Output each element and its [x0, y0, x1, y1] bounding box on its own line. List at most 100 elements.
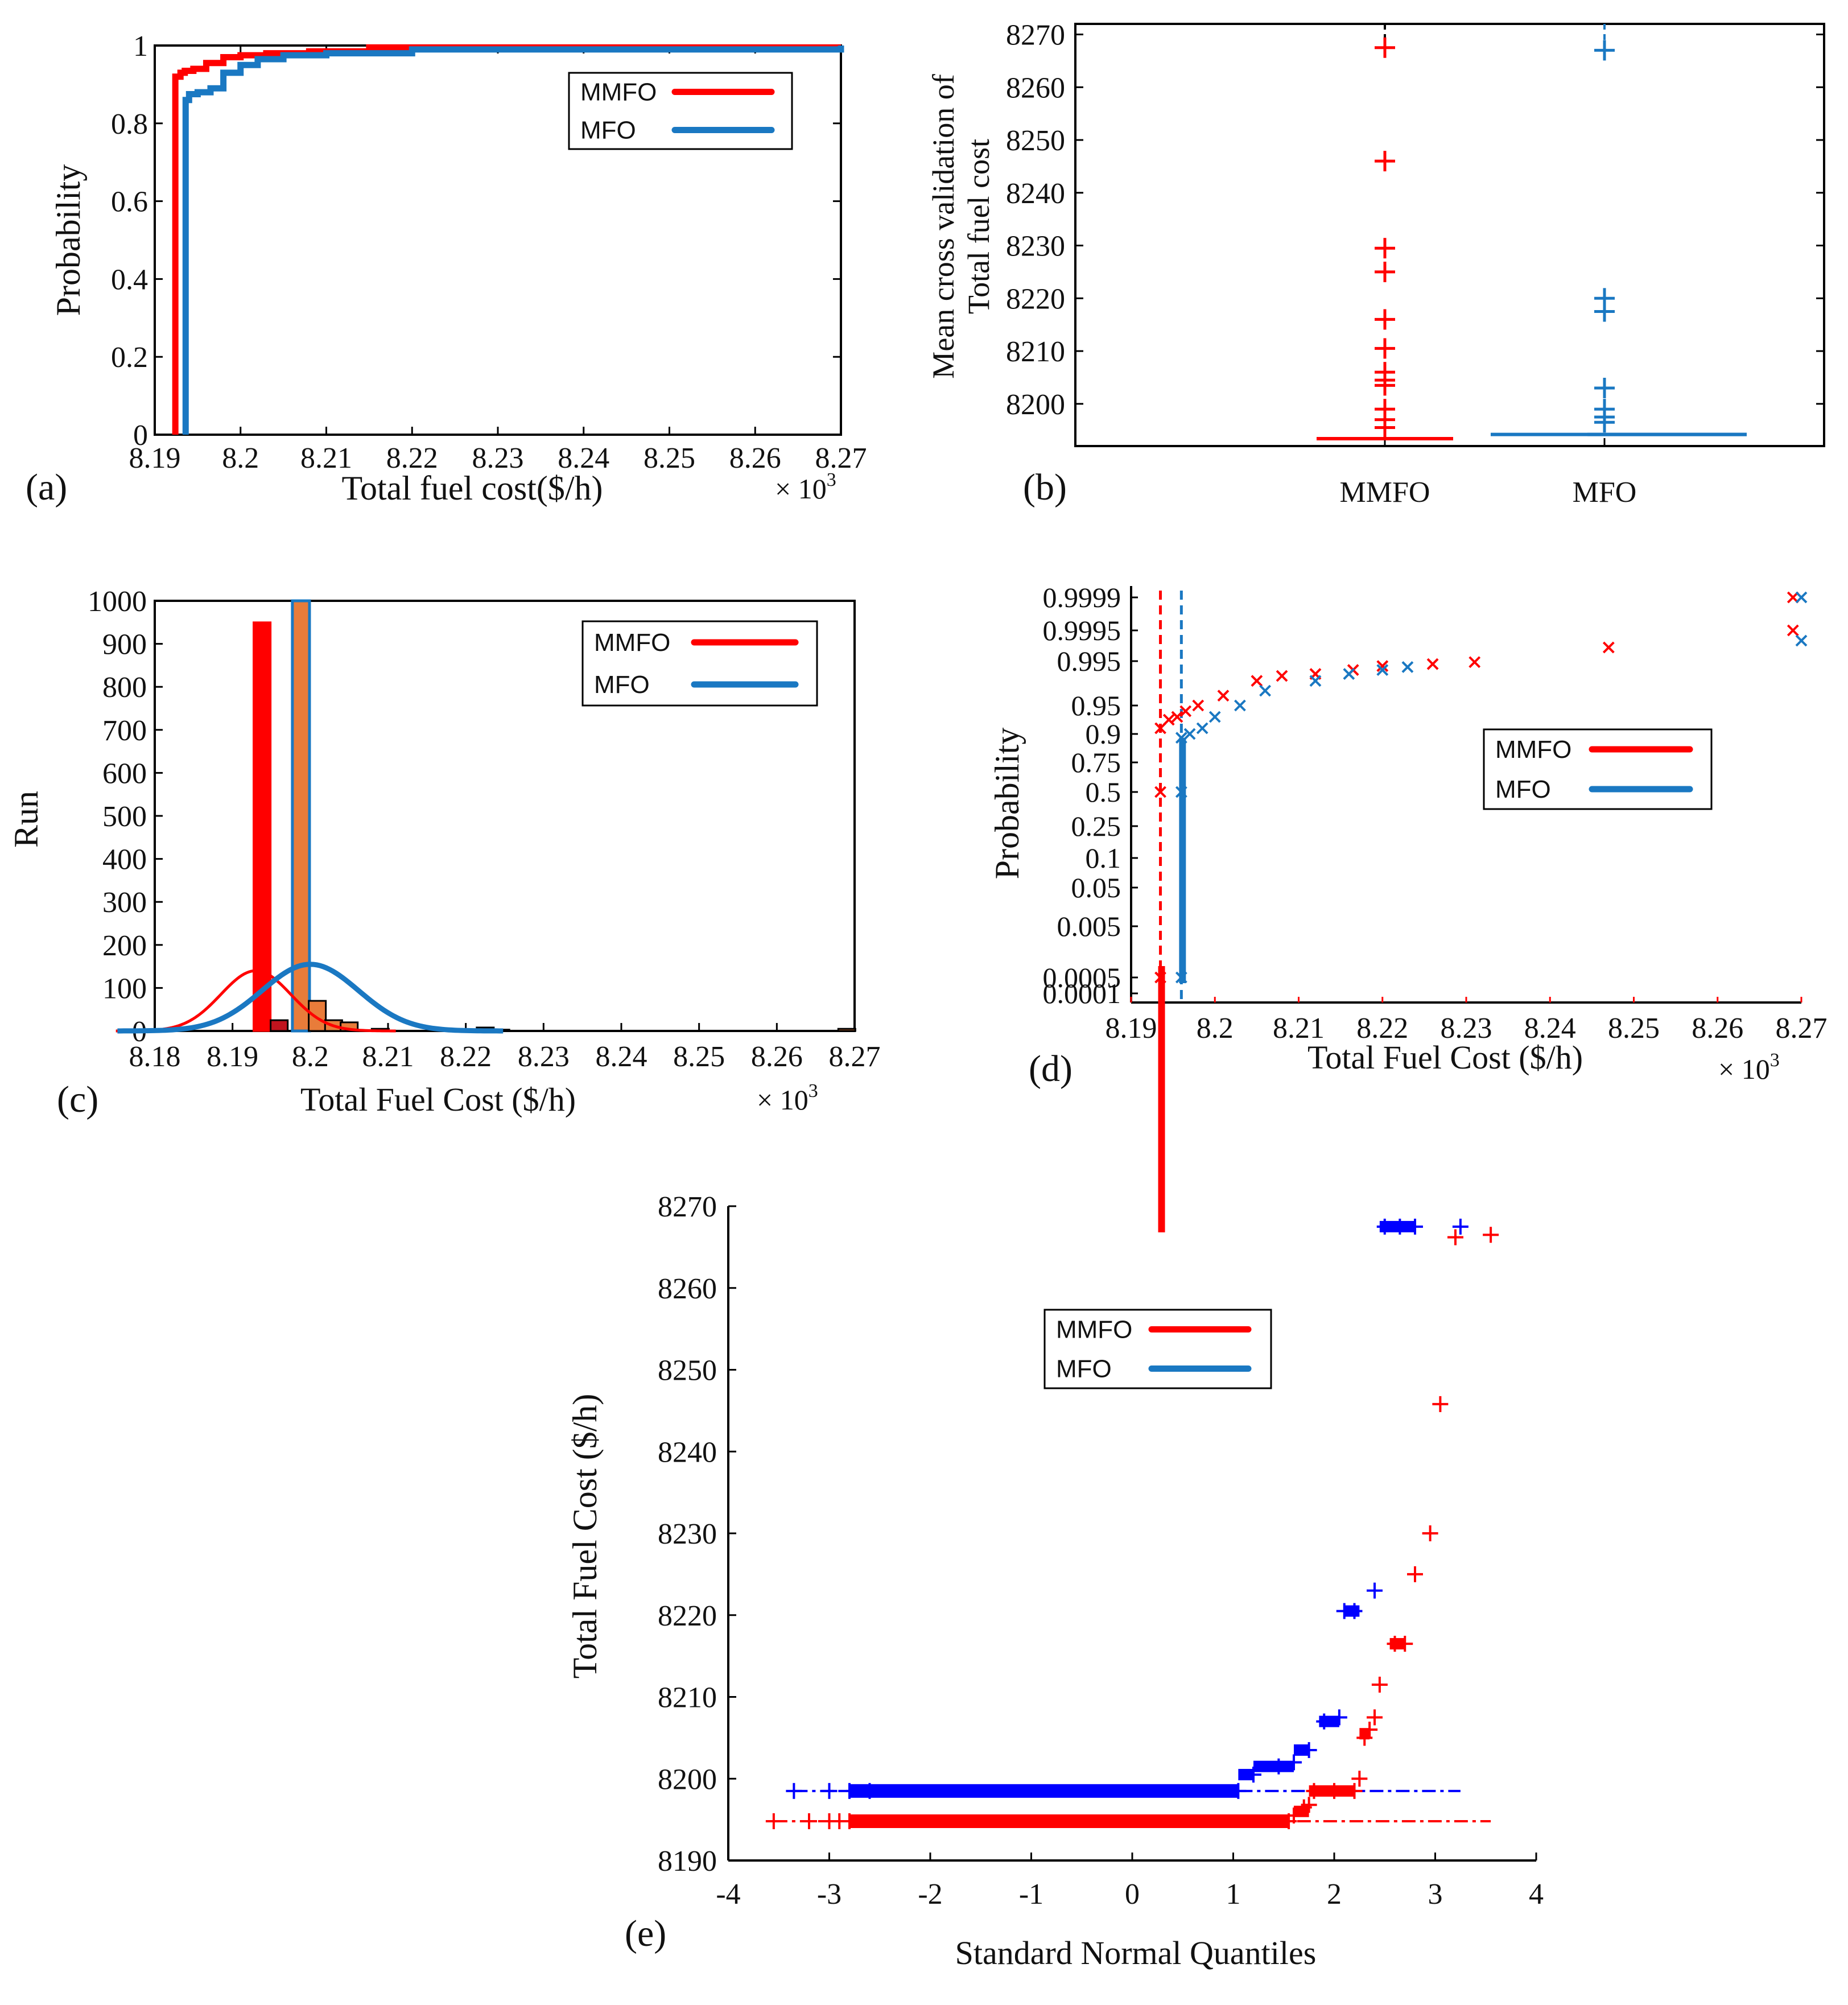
- legend-box: [1043, 1309, 1272, 1389]
- legend-box: [568, 72, 793, 150]
- x-tick-label: MFO: [1573, 476, 1637, 509]
- data-marker-mmfo: [1251, 675, 1263, 687]
- panel-label: (b): [1023, 467, 1067, 508]
- y-tick-label: 1000: [88, 585, 147, 618]
- x-tick-label: 8.19: [129, 442, 181, 475]
- x-tick-label: 8.23: [518, 1041, 570, 1073]
- data-marker-mfo: [1309, 675, 1322, 687]
- y-tick-label: 8230: [658, 1518, 717, 1550]
- data-marker-mmfo: [1426, 658, 1439, 670]
- y-tick-label: 8220: [658, 1600, 717, 1632]
- bar-mfo: [308, 1000, 327, 1032]
- dense-marker-band-mmfo: [1158, 966, 1165, 1232]
- panel-label: (d): [1029, 1048, 1072, 1090]
- y-tick-label: 8260: [658, 1273, 717, 1305]
- x-tick-label: 8.27: [815, 442, 867, 475]
- y-tick-label: 8230: [1006, 230, 1065, 263]
- y-tick-label: 0.9999: [1043, 581, 1121, 613]
- y-tick-label: 0.8: [111, 108, 148, 141]
- y-tick-label: 8210: [1006, 336, 1065, 368]
- y-tick-label: 500: [102, 801, 147, 833]
- data-marker-mmfo: [1376, 660, 1389, 673]
- data-marker-mfo: [1376, 664, 1389, 676]
- y-axis-label: Run: [7, 791, 45, 848]
- x-tick-label: 3: [1428, 1878, 1443, 1911]
- x-tick-label: 8.21: [362, 1041, 414, 1073]
- legend-label: MMFO: [580, 79, 657, 106]
- x-axis-label: Total fuel cost($/h): [342, 469, 603, 507]
- y-tick-label: 100: [102, 972, 147, 1005]
- chart-b: 8200 8210 8220 8230 8240 8250 8260 8270 MMFO MFO M…: [926, 19, 1825, 509]
- y-tick-label: 0.2: [111, 341, 148, 374]
- x-tick-label: 8.23: [472, 442, 524, 475]
- data-marker-mfo: [1208, 711, 1221, 723]
- legend-label: MFO: [1056, 1355, 1112, 1383]
- y-tick-label: 8250: [658, 1355, 717, 1387]
- x-tick-label: -3: [817, 1878, 842, 1911]
- y-tick-label: 8260: [1006, 72, 1065, 104]
- x-tick-label: 8.26: [729, 442, 781, 475]
- x-tick-label: 8.19: [207, 1041, 258, 1073]
- y-tick-label: 0.25: [1071, 810, 1121, 842]
- x-multiplier: × 103: [775, 469, 836, 505]
- dense-marker-band-mfo: [1179, 737, 1186, 983]
- legend-label: MMFO: [594, 629, 670, 657]
- y-tick-label: 0.9995: [1043, 614, 1121, 646]
- chart-e: -4 -3 -2 -1 0 1 2 3 4 8190 8200 8210 8220 8230 8240 825…: [566, 1191, 1544, 1971]
- y-tick-label: 8270: [1006, 19, 1065, 52]
- x-tick-label: 8.24: [596, 1041, 647, 1073]
- y-tick-label: 0.75: [1071, 746, 1121, 778]
- x-tick-label: 4: [1529, 1878, 1544, 1911]
- x-tick-label: 8.27: [1776, 1012, 1828, 1045]
- y-tick-label: 0.0001: [1043, 977, 1121, 1009]
- x-tick-label: 8.26: [751, 1041, 803, 1073]
- data-marker-mmfo: [1468, 656, 1481, 669]
- y-axis-label: Probability: [50, 164, 87, 316]
- y-tick-label: 0: [133, 419, 148, 452]
- x-tick-label: -2: [918, 1878, 942, 1911]
- panel-label: (c): [57, 1079, 98, 1120]
- fit-curve-mfo: [117, 962, 504, 1034]
- dense-marker-band-mfo: [849, 1784, 1239, 1798]
- x-tick-label: 8.2: [222, 442, 259, 475]
- data-marker-mfo: [1259, 684, 1272, 697]
- y-tick-label: 8270: [658, 1191, 717, 1223]
- x-tick-label: 8.24: [1524, 1012, 1576, 1045]
- y-tick-label: 8190: [658, 1845, 717, 1878]
- y-tick-label: 400: [102, 844, 147, 876]
- chart-a: 8.19 8.2 8.21 8.22 8.23 8.24 8.25 8.26 8.27 0 0.2 0…: [26, 30, 867, 508]
- x-axis-label: Total Fuel Cost ($/h): [300, 1081, 576, 1118]
- y-tick-label: 0.4: [111, 263, 148, 296]
- x-tick-label: 8.2: [1197, 1012, 1234, 1045]
- bar-mfo: [291, 599, 311, 1033]
- data-marker-mmfo: [1154, 786, 1166, 798]
- data-marker-mfo: [1196, 722, 1208, 735]
- data-marker-mfo: [1183, 728, 1196, 740]
- y-axis-label: Total fuel cost: [962, 139, 996, 314]
- data-marker-mmfo: [1179, 705, 1192, 717]
- x-axis-label: Total Fuel Cost ($/h): [1307, 1039, 1583, 1076]
- x-tick-label: 8.25: [644, 442, 695, 475]
- plot-frame: [1074, 23, 1825, 447]
- x-tick-label: 8.2: [292, 1041, 329, 1073]
- x-tick-label: 8.26: [1692, 1012, 1743, 1045]
- x-tick-label: 2: [1327, 1878, 1342, 1911]
- y-tick-label: 8220: [1006, 283, 1065, 315]
- x-tick-label: 8.24: [558, 442, 609, 475]
- y-tick-label: 0.0005: [1043, 962, 1121, 993]
- x-tick-label: 8.21: [300, 442, 352, 475]
- data-marker-mfo: [1175, 786, 1187, 798]
- legend-label: MMFO: [1056, 1316, 1132, 1344]
- bar-mmfo: [253, 621, 272, 1032]
- data-marker-mfo: [1175, 732, 1187, 744]
- legend-box: [581, 620, 818, 707]
- y-axis-label: Probability: [988, 728, 1026, 880]
- dense-marker-band-mmfo: [849, 1814, 1289, 1828]
- data-marker-mfo: [1795, 591, 1808, 604]
- y-tick-label: 600: [102, 757, 147, 790]
- y-tick-label: 1: [133, 30, 148, 63]
- y-tick-label: 0.95: [1071, 690, 1121, 721]
- panel-label: (e): [625, 1913, 666, 1954]
- y-tick-label: 0.5: [1086, 776, 1121, 808]
